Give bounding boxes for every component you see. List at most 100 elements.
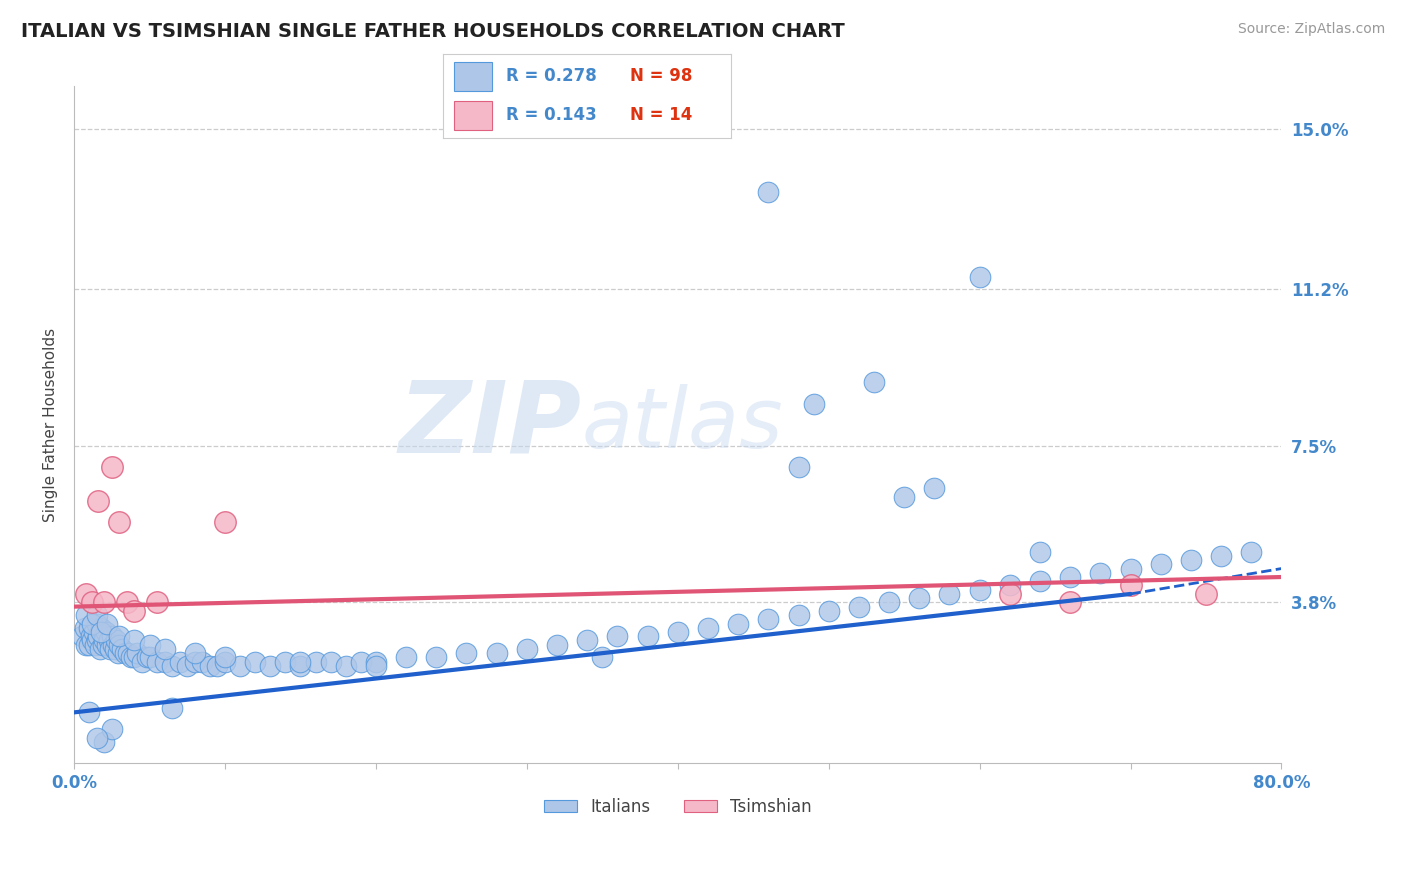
Point [82,616,104,631]
Point [117,646,139,660]
Point [727,616,749,631]
Point [290,655,312,669]
Point [364,658,387,673]
Point [803,396,825,410]
Point [184,655,207,669]
Point [184,646,207,660]
Point [485,646,508,660]
Point [214,650,236,665]
Point [395,650,418,665]
Point [153,641,176,656]
Point [146,655,169,669]
Point [1029,544,1052,558]
Point [103,638,125,652]
Point [817,604,839,618]
Text: N = 14: N = 14 [630,106,693,124]
Point [1209,549,1232,563]
Point [274,655,297,669]
Point [115,595,138,609]
FancyBboxPatch shape [454,62,492,91]
Point [90,621,112,635]
Point [304,655,326,669]
Point [124,604,146,618]
Point [1240,544,1263,558]
Point [131,655,153,669]
Point [87,494,110,508]
Point [969,269,991,284]
Point [86,608,108,623]
Point [96,616,118,631]
Point [82,595,104,609]
Point [127,646,149,660]
Point [97,633,120,648]
Point [697,621,720,635]
Point [153,655,176,669]
Point [108,629,131,643]
Text: N = 98: N = 98 [630,68,693,86]
Point [787,608,810,623]
Point [104,641,127,656]
Point [107,646,129,660]
Point [1059,595,1081,609]
Point [176,658,198,673]
Point [86,633,108,648]
Point [938,587,960,601]
Point [1195,587,1218,601]
Point [96,638,118,652]
Point [146,595,169,609]
Point [908,591,931,606]
Point [91,638,114,652]
Point [1150,558,1173,572]
Point [94,625,117,640]
Point [77,638,100,652]
Text: ITALIAN VS TSIMSHIAN SINGLE FATHER HOUSEHOLDS CORRELATION CHART: ITALIAN VS TSIMSHIAN SINGLE FATHER HOUSE… [21,22,845,41]
Text: atlas: atlas [581,384,783,466]
Point [198,658,221,673]
Point [77,706,100,720]
Point [70,629,93,643]
Point [245,655,267,669]
Point [101,723,124,737]
Point [120,650,142,665]
Point [787,460,810,475]
Point [105,633,128,648]
Point [75,608,97,623]
Point [114,646,136,660]
Point [75,587,97,601]
Point [290,658,312,673]
Text: R = 0.278: R = 0.278 [506,68,598,86]
Point [160,701,183,715]
Point [335,658,357,673]
Point [138,650,160,665]
Point [666,625,689,640]
Point [124,650,146,665]
Point [998,587,1021,601]
Point [319,655,342,669]
Point [111,641,134,656]
Point [93,595,115,609]
Point [169,655,191,669]
Point [73,621,96,635]
Point [863,376,886,390]
Point [848,599,870,614]
Point [364,655,387,669]
Point [77,621,100,635]
Point [516,641,538,656]
Point [90,625,112,640]
Point [84,638,107,652]
Point [756,612,779,626]
Point [606,629,628,643]
Point [214,515,236,529]
Point [108,515,131,529]
Point [86,731,108,745]
Point [546,638,568,652]
Point [160,658,183,673]
Point [86,616,108,631]
Point [82,633,104,648]
Point [93,633,115,648]
Point [89,641,111,656]
Point [924,481,946,495]
Point [108,638,131,652]
Legend: Italians, Tsimshian: Italians, Tsimshian [537,791,818,822]
Point [207,658,229,673]
